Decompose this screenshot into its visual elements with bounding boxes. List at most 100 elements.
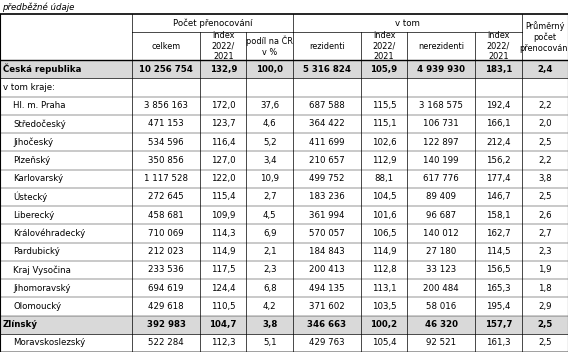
Text: 212,4: 212,4 <box>486 138 511 147</box>
Text: Jihomoravský: Jihomoravský <box>13 284 70 293</box>
Text: 123,7: 123,7 <box>211 119 236 128</box>
Text: 2,5: 2,5 <box>538 338 552 347</box>
Text: 165,3: 165,3 <box>486 284 511 293</box>
Text: 3,4: 3,4 <box>263 156 277 165</box>
Text: 89 409: 89 409 <box>426 193 456 201</box>
Text: 429 763: 429 763 <box>309 338 345 347</box>
Text: 114,9: 114,9 <box>211 247 236 256</box>
Text: 2,7: 2,7 <box>263 193 277 201</box>
Text: 161,3: 161,3 <box>486 338 511 347</box>
Text: 103,5: 103,5 <box>371 302 396 311</box>
Text: index
2022/
2021: index 2022/ 2021 <box>212 31 235 61</box>
Text: 112,9: 112,9 <box>372 156 396 165</box>
Text: 105,9: 105,9 <box>370 65 398 74</box>
Text: Liberecký: Liberecký <box>13 210 55 220</box>
Text: v tom: v tom <box>395 19 420 28</box>
Text: 3,8: 3,8 <box>262 320 277 329</box>
Text: Pardubický: Pardubický <box>13 247 60 256</box>
Text: 101,6: 101,6 <box>371 210 396 220</box>
Text: 115,5: 115,5 <box>371 101 396 110</box>
Text: 364 422: 364 422 <box>309 119 345 128</box>
Text: 2,5: 2,5 <box>538 193 552 201</box>
Text: 346 663: 346 663 <box>307 320 346 329</box>
Text: 350 856: 350 856 <box>148 156 184 165</box>
Text: 162,7: 162,7 <box>486 229 511 238</box>
Text: 4 939 930: 4 939 930 <box>417 65 465 74</box>
Text: 1,9: 1,9 <box>538 265 552 274</box>
Text: 371 602: 371 602 <box>309 302 345 311</box>
Text: 3 856 163: 3 856 163 <box>144 101 188 110</box>
Text: 10,9: 10,9 <box>260 174 279 183</box>
Text: Plzeňský: Plzeňský <box>13 156 50 165</box>
Text: 192,4: 192,4 <box>486 101 511 110</box>
Text: Moravskoslezský: Moravskoslezský <box>13 338 85 347</box>
Text: 4,2: 4,2 <box>263 302 277 311</box>
Text: 166,1: 166,1 <box>486 119 511 128</box>
Text: 2,5: 2,5 <box>538 138 552 147</box>
Text: 114,9: 114,9 <box>372 247 396 256</box>
Text: 183 236: 183 236 <box>309 193 345 201</box>
Text: 2,2: 2,2 <box>538 101 552 110</box>
Text: 183,1: 183,1 <box>485 65 512 74</box>
Text: 27 180: 27 180 <box>426 247 456 256</box>
Text: 2,9: 2,9 <box>538 302 552 311</box>
Text: celkem: celkem <box>152 42 181 51</box>
Text: 140 012: 140 012 <box>423 229 459 238</box>
Text: 3,8: 3,8 <box>538 174 552 183</box>
Text: 2,3: 2,3 <box>538 247 552 256</box>
Text: 115,1: 115,1 <box>371 119 396 128</box>
Text: v tom kraje:: v tom kraje: <box>3 83 55 92</box>
Text: 2,2: 2,2 <box>538 156 552 165</box>
Bar <box>0 315 568 334</box>
Text: Česká republika: Česká republika <box>3 64 81 74</box>
Text: 1 117 528: 1 117 528 <box>144 174 188 183</box>
Text: 710 069: 710 069 <box>148 229 184 238</box>
Text: 37,6: 37,6 <box>260 101 279 110</box>
Text: 184 843: 184 843 <box>309 247 345 256</box>
Text: 46 320: 46 320 <box>425 320 458 329</box>
Text: 117,5: 117,5 <box>211 265 236 274</box>
Text: 124,4: 124,4 <box>211 284 236 293</box>
Text: 92 521: 92 521 <box>426 338 456 347</box>
Text: 617 776: 617 776 <box>423 174 459 183</box>
Text: 106 731: 106 731 <box>423 119 459 128</box>
Text: 2,4: 2,4 <box>537 65 553 74</box>
Text: 522 284: 522 284 <box>148 338 184 347</box>
Text: 158,1: 158,1 <box>486 210 511 220</box>
Text: 106,5: 106,5 <box>371 229 396 238</box>
Text: 100,0: 100,0 <box>256 65 283 74</box>
Text: 112,8: 112,8 <box>371 265 396 274</box>
Text: rezidenti: rezidenti <box>309 42 345 51</box>
Text: 2,6: 2,6 <box>538 210 552 220</box>
Text: 212 023: 212 023 <box>148 247 184 256</box>
Text: 6,8: 6,8 <box>263 284 277 293</box>
Text: 1,8: 1,8 <box>538 284 552 293</box>
Text: podíl na ČR
v %: podíl na ČR v % <box>247 36 293 57</box>
Text: 534 596: 534 596 <box>148 138 184 147</box>
Text: 2,3: 2,3 <box>263 265 277 274</box>
Text: 2,1: 2,1 <box>263 247 277 256</box>
Text: 5,1: 5,1 <box>263 338 277 347</box>
Text: 116,4: 116,4 <box>211 138 236 147</box>
Text: 392 983: 392 983 <box>147 320 186 329</box>
Text: Královéhradecký: Královéhradecký <box>13 229 85 238</box>
Text: 110,5: 110,5 <box>211 302 236 311</box>
Text: 2,5: 2,5 <box>537 320 553 329</box>
Text: 458 681: 458 681 <box>148 210 184 220</box>
Text: nerezidenti: nerezidenti <box>418 42 464 51</box>
Text: 6,9: 6,9 <box>263 229 277 238</box>
Text: 122 897: 122 897 <box>423 138 459 147</box>
Text: 114,5: 114,5 <box>486 247 511 256</box>
Text: 429 618: 429 618 <box>148 302 184 311</box>
Text: 210 657: 210 657 <box>309 156 345 165</box>
Text: 694 619: 694 619 <box>148 284 184 293</box>
Text: Hl. m. Praha: Hl. m. Praha <box>13 101 65 110</box>
Text: 96 687: 96 687 <box>426 210 456 220</box>
Text: 140 199: 140 199 <box>423 156 459 165</box>
Text: 494 135: 494 135 <box>309 284 345 293</box>
Text: Kraj Vysočina: Kraj Vysočina <box>13 265 71 275</box>
Text: 200 413: 200 413 <box>309 265 345 274</box>
Text: Jihočeský: Jihočeský <box>13 137 53 147</box>
Text: 177,4: 177,4 <box>486 174 511 183</box>
Text: 146,7: 146,7 <box>486 193 511 201</box>
